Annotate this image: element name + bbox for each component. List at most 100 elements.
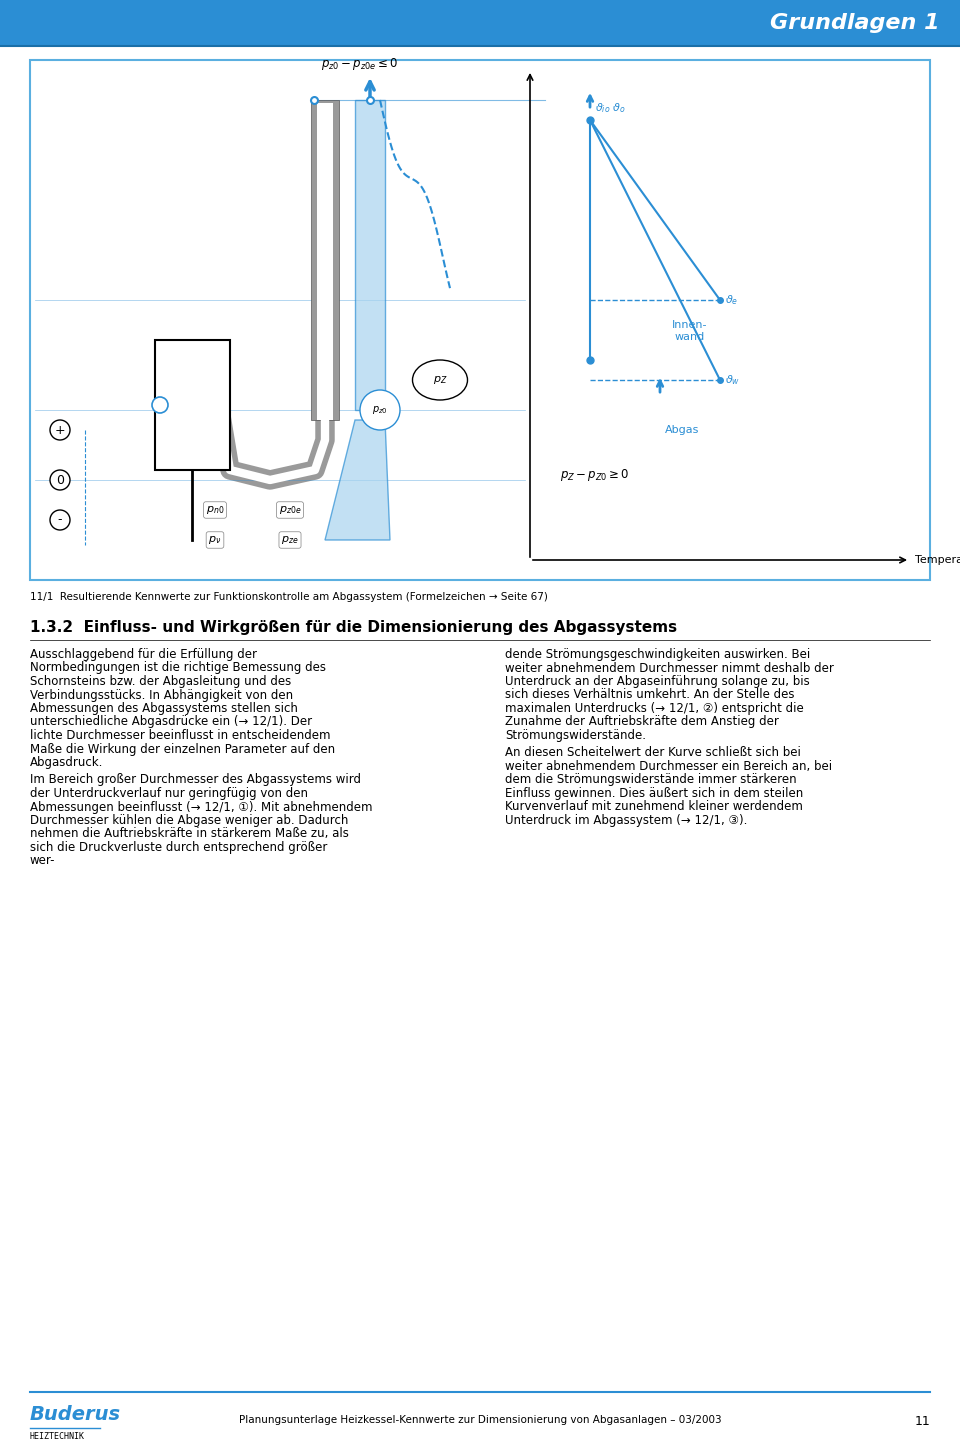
Bar: [311, 100, 339, 419]
Text: lichte Durchmesser beeinflusst in: lichte Durchmesser beeinflusst in: [30, 648, 228, 661]
Text: maximalen Unterdrucks (→ 12/1, ②) entspricht die: maximalen Unterdrucks (→ 12/1, ②) entspr…: [505, 701, 804, 714]
Text: $p_{z0}$: $p_{z0}$: [372, 403, 388, 416]
Text: Einfluss gewinnen. Dies äußert sich in dem steilen: Einfluss gewinnen. Dies äußert sich in d…: [505, 746, 804, 759]
Text: Planungsunterlage Heizkessel-Kennwerte zur Dimensionierung von Abgasanlagen – 03: Planungsunterlage Heizkessel-Kennwerte z…: [239, 1416, 721, 1424]
Text: der Unterdruckverlauf nur geringfügig von den: der Unterdruckverlauf nur geringfügig vo…: [30, 774, 308, 787]
Text: Abmessungen beeinflusst (→ 12/1, ①). Mit: Abmessungen beeinflusst (→ 12/1, ①). Mit: [30, 774, 279, 787]
Text: der Unterdruckverlauf nur geringfügig von den Abmessungen: der Unterdruckverlauf nur geringfügig vo…: [30, 774, 396, 787]
Bar: [30, 59, 930, 580]
Text: Normbedingungen ist die richtige: Normbedingungen ist die richtige: [30, 648, 228, 661]
Text: Unterdruck an der Abgaseinführung solange zu,: Unterdruck an der Abgaseinführung solang…: [505, 648, 789, 661]
Bar: [155, 340, 230, 470]
Text: unterschiedliche Abgasdrücke ein (→ 12/1). Der: unterschiedliche Abgasdrücke ein (→ 12/1…: [30, 648, 312, 661]
Text: Einfluss gewinnen. Dies: Einfluss gewinnen. Dies: [505, 746, 645, 759]
Text: Unterdruck im Abgassystem (→ 12/1,: Unterdruck im Abgassystem (→ 12/1,: [505, 746, 725, 759]
Text: der Unterdruckverlauf nur geringfügig: der Unterdruckverlauf nur geringfügig: [30, 774, 256, 787]
Text: Durchmesser kühlen die Abgase weniger ab. Dadurch: Durchmesser kühlen die Abgase weniger ab…: [30, 774, 348, 787]
Text: Im Bereich großer Durchmesser des Abgassystems wird: Im Bereich großer Durchmesser des Abgass…: [30, 774, 361, 787]
Text: maximalen Unterdrucks (→ 12/1,: maximalen Unterdrucks (→ 12/1,: [505, 648, 699, 661]
Text: dem die Strömungswiderstände immer stärkeren: dem die Strömungswiderstände immer stärk…: [505, 746, 797, 759]
Text: 11: 11: [914, 1416, 930, 1429]
Text: Verbindungsstücks. In Abhängigkeit von: Verbindungsstücks. In Abhängigkeit von: [30, 648, 267, 661]
Text: Unterdruck an der Abgaseinführung solange: Unterdruck an der Abgaseinführung solang…: [505, 648, 768, 661]
Text: Schornsteins bzw. der Abgasleitung und des: Schornsteins bzw. der Abgasleitung und d…: [30, 675, 291, 688]
Text: Zunahme der Auftriebskräfte dem Anstieg der: Zunahme der Auftriebskräfte dem Anstieg …: [505, 716, 779, 729]
Text: Durchmesser kühlen die Abgase weniger: Durchmesser kühlen die Abgase weniger: [30, 774, 273, 787]
Text: Kurvenverlauf mit zunehmend kleiner werdendem: Kurvenverlauf mit zunehmend kleiner werd…: [505, 746, 803, 759]
Text: nehmen die Auftriebskräfte in stärkerem Maße zu, als sich: nehmen die Auftriebskräfte in stärkerem …: [30, 774, 376, 787]
Text: weiter abnehmendem Durchmesser nimmt: weiter abnehmendem Durchmesser nimmt: [505, 648, 760, 661]
Text: Maße die Wirkung der: Maße die Wirkung der: [30, 648, 160, 661]
Text: Durchmesser kühlen die Abgase: Durchmesser kühlen die Abgase: [30, 774, 221, 787]
Circle shape: [50, 470, 70, 490]
Text: Schornsteins bzw. der: Schornsteins bzw. der: [30, 648, 159, 661]
Text: Im Bereich großer: Im Bereich großer: [30, 774, 136, 787]
Text: weiter abnehmendem Durchmesser ein Bereich an, bei: weiter abnehmendem Durchmesser ein Berei…: [505, 746, 832, 759]
Text: An diesen Scheitelwert der Kurve schließt sich bei weiter: An diesen Scheitelwert der Kurve schließ…: [505, 746, 842, 759]
Text: nehmen die Auftriebskräfte: nehmen die Auftriebskräfte: [30, 774, 193, 787]
Text: Im Bereich großer Durchmesser des Abgassystems wird: Im Bereich großer Durchmesser des Abgass…: [30, 774, 361, 787]
Text: der Unterdruckverlauf nur geringfügig von den: der Unterdruckverlauf nur geringfügig vo…: [30, 787, 308, 800]
Ellipse shape: [413, 360, 468, 401]
Text: nehmen die Auftriebskräfte in stärkerem Maße zu, als: nehmen die Auftriebskräfte in stärkerem …: [30, 774, 348, 787]
Text: $\vartheta_{io}\ \vartheta_o$: $\vartheta_{io}\ \vartheta_o$: [595, 101, 626, 116]
Text: weiter abnehmendem Durchmesser: weiter abnehmendem Durchmesser: [505, 746, 718, 759]
Text: Im Bereich: Im Bereich: [30, 774, 93, 787]
Bar: [355, 100, 385, 411]
Text: sich dieses Verhältnis umkehrt. An der: sich dieses Verhältnis umkehrt. An der: [505, 648, 732, 661]
Text: Maße die Wirkung der einzelnen Parameter auf den: Maße die Wirkung der einzelnen Parameter…: [30, 742, 335, 755]
Text: Normbedingungen ist die: Normbedingungen ist die: [30, 648, 180, 661]
Circle shape: [50, 419, 70, 440]
Text: Innen-
wand: Innen- wand: [672, 320, 708, 341]
Text: Maße die Wirkung der einzelnen Parameter: Maße die Wirkung der einzelnen Parameter: [30, 648, 286, 661]
Text: sich dieses Verhältnis umkehrt. An der Stelle des: sich dieses Verhältnis umkehrt. An der S…: [505, 648, 795, 661]
Text: dende Strömungsgeschwindigkeiten auswirken. Bei: dende Strömungsgeschwindigkeiten auswirk…: [505, 648, 810, 661]
Text: Ausschlaggebend für die Erfüllung der: Ausschlaggebend für die Erfüllung der: [30, 648, 257, 661]
Text: Normbedingungen ist: Normbedingungen ist: [30, 648, 158, 661]
Text: unterschiedliche Abgasdrücke ein: unterschiedliche Abgasdrücke ein: [30, 648, 230, 661]
Text: Einfluss gewinnen. Dies äußert sich in dem steilen: Einfluss gewinnen. Dies äußert sich in d…: [505, 787, 804, 800]
Text: dende Strömungsgeschwindigkeiten auswirken.: dende Strömungsgeschwindigkeiten auswirk…: [505, 648, 788, 661]
Text: dende Strömungsgeschwindigkeiten auswirken. Bei: dende Strömungsgeschwindigkeiten auswirk…: [505, 648, 810, 661]
Text: HEIZTECHNIK: HEIZTECHNIK: [30, 1432, 85, 1442]
Text: Abmessungen beeinflusst (→ 12/1, ①). Mit abnehmendem Durchmesser: Abmessungen beeinflusst (→ 12/1, ①). Mit…: [30, 774, 455, 787]
Text: weiter abnehmendem Durchmesser nimmt deshalb der: weiter abnehmendem Durchmesser nimmt des…: [505, 661, 834, 674]
Text: sich dieses Verhältnis umkehrt. An: sich dieses Verhältnis umkehrt. An: [505, 648, 709, 661]
Text: $p_{n0}$: $p_{n0}$: [205, 505, 225, 516]
Text: Zunahme der Auftriebskräfte dem Anstieg der Strömungswiderstände.: Zunahme der Auftriebskräfte dem Anstieg …: [505, 648, 924, 661]
Text: Einfluss gewinnen. Dies äußert sich in dem: Einfluss gewinnen. Dies äußert sich in d…: [505, 746, 760, 759]
Text: maximalen Unterdrucks (→: maximalen Unterdrucks (→: [505, 648, 665, 661]
Text: sich dieses Verhältnis umkehrt. An der Stelle des maximalen: sich dieses Verhältnis umkehrt. An der S…: [505, 648, 864, 661]
Polygon shape: [325, 419, 390, 539]
Text: Verbindungsstücks. In: Verbindungsstücks. In: [30, 648, 160, 661]
Text: dem die Strömungswiderstände immer stärkeren Einfluss: dem die Strömungswiderstände immer stärk…: [505, 746, 846, 759]
Text: $p_{ze}$: $p_{ze}$: [281, 534, 299, 547]
Text: Zunahme der Auftriebskräfte dem: Zunahme der Auftriebskräfte dem: [505, 648, 708, 661]
Text: lichte Durchmesser beeinflusst in entscheidendem: lichte Durchmesser beeinflusst in entsch…: [30, 729, 330, 742]
Text: sich dieses: sich dieses: [505, 648, 569, 661]
Text: Durchmesser kühlen die Abgase weniger ab.: Durchmesser kühlen die Abgase weniger ab…: [30, 774, 295, 787]
Text: dende Strömungsgeschwindigkeiten: dende Strömungsgeschwindigkeiten: [505, 648, 720, 661]
Text: nehmen die Auftriebskräfte in stärkerem Maße zu,: nehmen die Auftriebskräfte in stärkerem …: [30, 774, 328, 787]
Text: dende Strömungsgeschwindigkeiten auswirken. Bei weiter: dende Strömungsgeschwindigkeiten auswirk…: [505, 648, 852, 661]
Text: Verbindungsstücks. In Abhängigkeit von den: Verbindungsstücks. In Abhängigkeit von d…: [30, 688, 293, 701]
Text: weiter abnehmendem Durchmesser ein Bereich an,: weiter abnehmendem Durchmesser ein Berei…: [505, 746, 810, 759]
Text: weiter abnehmendem: weiter abnehmendem: [505, 746, 636, 759]
Text: Abgas: Abgas: [665, 425, 700, 435]
Text: Maße die: Maße die: [30, 648, 84, 661]
Text: Normbedingungen ist die richtige Bemessung: Normbedingungen ist die richtige Bemessu…: [30, 648, 301, 661]
Text: $p_Z - p_{Z0} \geq 0$: $p_Z - p_{Z0} \geq 0$: [560, 467, 630, 483]
Text: wer-: wer-: [30, 855, 56, 868]
Text: unterschiedliche Abgasdrücke ein (→ 12/1).: unterschiedliche Abgasdrücke ein (→ 12/1…: [30, 648, 287, 661]
Text: nehmen die Auftriebskräfte in stärkerem: nehmen die Auftriebskräfte in stärkerem: [30, 774, 272, 787]
Text: Ausschlaggebend für die Erfüllung: Ausschlaggebend für die Erfüllung: [30, 648, 233, 661]
Text: An diesen Scheitelwert der Kurve schließt: An diesen Scheitelwert der Kurve schließ…: [505, 746, 752, 759]
Text: Abmessungen des Abgassystems stellen sich: Abmessungen des Abgassystems stellen sic…: [30, 701, 298, 714]
Text: Unterdruck an der Abgaseinführung solange zu, bis: Unterdruck an der Abgaseinführung solang…: [505, 675, 809, 688]
Text: Zunahme der Auftriebskräfte dem Anstieg der: Zunahme der Auftriebskräfte dem Anstieg …: [505, 648, 779, 661]
Text: nehmen die: nehmen die: [30, 774, 101, 787]
Text: weiter abnehmendem: weiter abnehmendem: [505, 648, 636, 661]
Text: Ausschlaggebend für die Erfüllung der: Ausschlaggebend für die Erfüllung der: [30, 648, 257, 661]
Text: nehmen die Auftriebskräfte in stärkerem Maße: nehmen die Auftriebskräfte in stärkerem …: [30, 774, 307, 787]
Text: weiter abnehmendem Durchmesser ein: weiter abnehmendem Durchmesser ein: [505, 746, 739, 759]
